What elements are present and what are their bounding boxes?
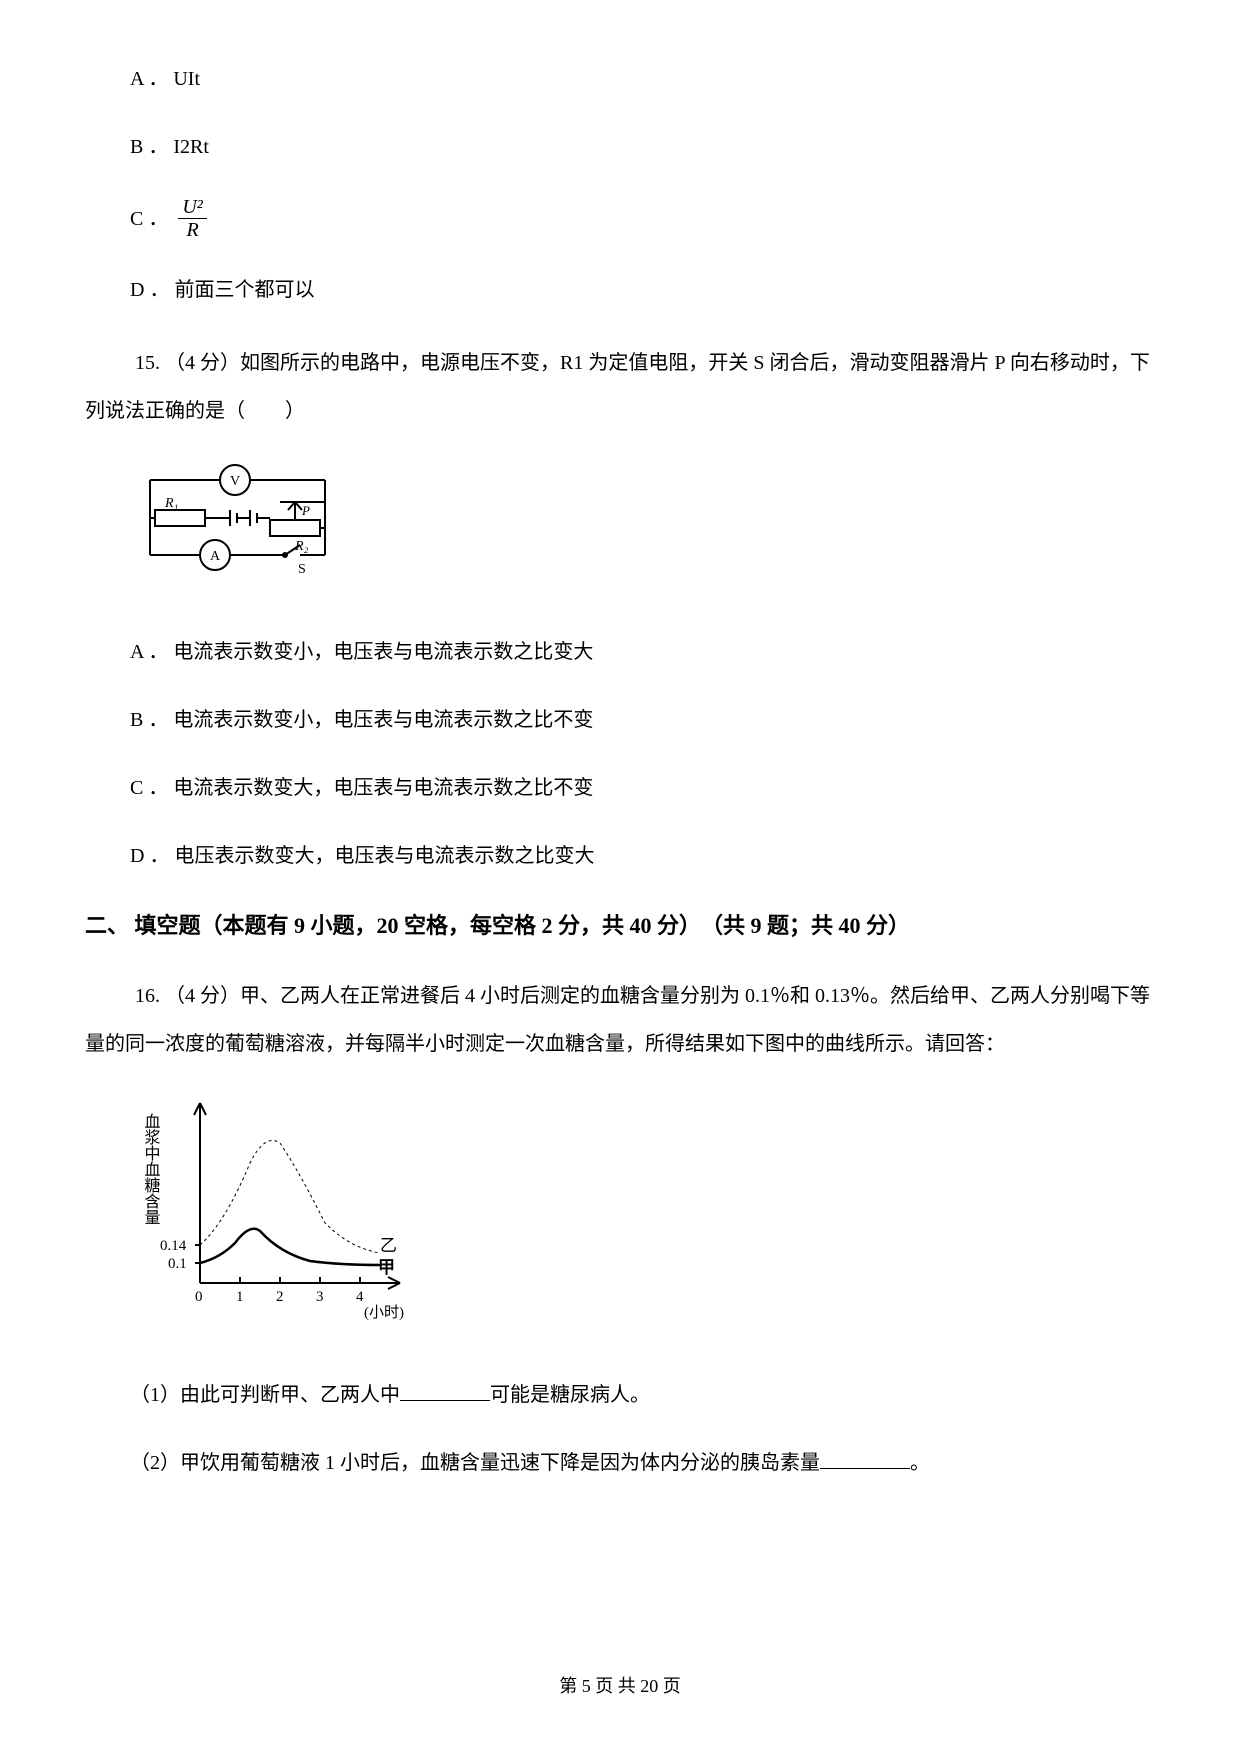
circuit-v-label: V xyxy=(230,474,240,489)
q16-sub2-prefix: （2）甲饮用葡萄糖液 1 小时后，血糖含量迅速下降是因为体内分泌的胰岛素量 xyxy=(130,1452,820,1474)
chart-xtick-2: 2 xyxy=(276,1289,284,1305)
chart-curve2-label: 乙 xyxy=(380,1236,397,1255)
q15-option-b: B ． 电流表示数变小，电压表与电流表示数之比不变 xyxy=(130,701,1155,739)
q14-option-c: C ． U² R xyxy=(130,196,1155,241)
chart-ytick-1: 0.1 xyxy=(168,1256,187,1272)
circuit-s-label: S xyxy=(298,562,306,577)
circuit-r2-label: R₂ xyxy=(294,539,309,554)
q14-option-c-prefix: C ． xyxy=(130,200,168,238)
fraction-numerator: U² xyxy=(178,196,206,219)
q14-option-b: B ． I2Rt xyxy=(130,128,1155,166)
section-2-title: 二、 填空题（本题有 9 小题，20 空格，每空格 2 分，共 40 分） （共… xyxy=(85,905,1155,947)
q16-sub1-prefix: （1）由此可判断甲、乙两人中 xyxy=(130,1384,400,1406)
q14-option-a: A ． UIt xyxy=(130,60,1155,98)
q16-sub1: （1）由此可判断甲、乙两人中 可能是糖尿病人。 xyxy=(130,1376,1155,1414)
q15-stem: 15. （4 分）如图所示的电路中，电源电压不变，R1 为定值电阻，开关 S 闭… xyxy=(85,339,1155,435)
circuit-a-label: A xyxy=(210,549,221,564)
blood-sugar-chart: 血浆中血糖含量 0.1 0.14 0 1 2 3 4 (小时) 甲 乙 xyxy=(140,1093,1155,1336)
chart-xtick-3: 3 xyxy=(316,1289,324,1305)
fraction-icon: U² R xyxy=(178,196,206,241)
q16-sub1-suffix: 可能是糖尿病人。 xyxy=(490,1384,650,1406)
chart-curve1-label: 甲 xyxy=(378,1258,395,1277)
chart-ytick-2: 0.14 xyxy=(160,1238,187,1254)
q16-stem: 16. （4 分）甲、乙两人在正常进餐后 4 小时后测定的血糖含量分别为 0.1… xyxy=(85,972,1155,1068)
q16-sub2-suffix: 。 xyxy=(910,1452,930,1474)
fraction-denominator: R xyxy=(182,219,202,241)
chart-xtick-0: 0 xyxy=(195,1289,203,1305)
chart-xtick-4: 4 xyxy=(356,1289,364,1305)
blank-input[interactable] xyxy=(400,1381,490,1401)
circuit-r1-label: R₁ xyxy=(164,496,178,511)
chart-xlabel: (小时) xyxy=(364,1304,404,1321)
chart-ylabel: 血浆中血糖含量 xyxy=(142,1113,161,1225)
q14-option-d: D ． 前面三个都可以 xyxy=(130,271,1155,309)
q16-sub2: （2）甲饮用葡萄糖液 1 小时后，血糖含量迅速下降是因为体内分泌的胰岛素量 。 xyxy=(130,1444,1155,1482)
q15-option-c: C ． 电流表示数变大，电压表与电流表示数之比不变 xyxy=(130,769,1155,807)
circuit-diagram: R₁ R₂ V A S P xyxy=(145,460,1155,593)
chart-xtick-1: 1 xyxy=(236,1289,244,1305)
page-footer: 第 5 页 共 20 页 xyxy=(0,1669,1240,1703)
q15-option-a: A ． 电流表示数变小，电压表与电流表示数之比变大 xyxy=(130,633,1155,671)
q15-option-d: D ． 电压表示数变大，电压表与电流表示数之比变大 xyxy=(130,837,1155,875)
blank-input[interactable] xyxy=(820,1449,910,1469)
circuit-p-label: P xyxy=(301,503,310,518)
